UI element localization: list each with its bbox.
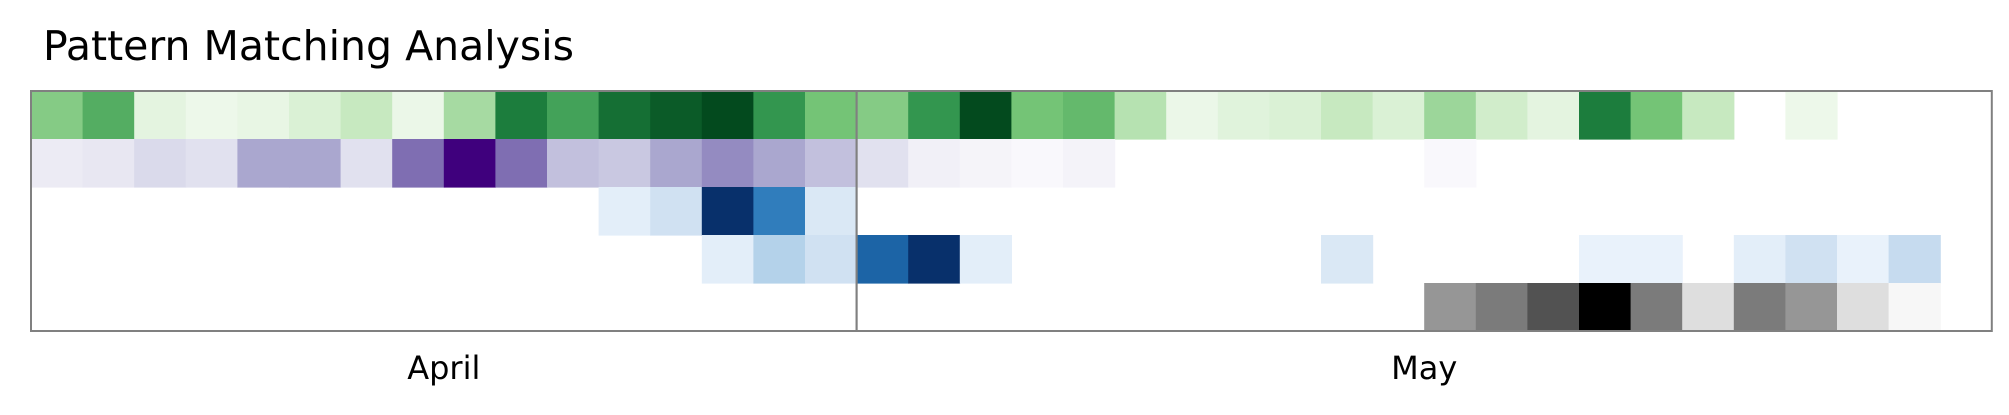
chart-title: Pattern Matching Analysis [43, 22, 574, 70]
heatmap-cell [237, 91, 290, 140]
heatmap-cell [340, 91, 393, 140]
heatmap-cell [1166, 91, 1219, 140]
heatmap-cell [856, 91, 909, 140]
heatmap-cell [495, 91, 548, 140]
heatmap-cell [598, 187, 651, 236]
month-labels: April May [407, 349, 1457, 387]
heatmap-cell [1321, 235, 1374, 284]
heatmap-cell [1837, 235, 1890, 284]
heatmap-cell [805, 139, 858, 188]
heatmap-cell [392, 91, 445, 140]
heatmap-cell [856, 139, 909, 188]
heatmap-cell [1475, 91, 1528, 140]
heatmap-cell [185, 139, 238, 188]
heatmap-cell [959, 235, 1012, 284]
heatmap-cell [805, 235, 858, 284]
heatmap-cell [31, 139, 84, 188]
heatmap-cell [1424, 91, 1477, 140]
heatmap-cell [1785, 235, 1838, 284]
heatmap-cell [1579, 91, 1632, 140]
heatmap-cell [908, 139, 961, 188]
heatmap-cell [1321, 91, 1374, 140]
heatmap-cell [1011, 91, 1064, 140]
heatmap-cell [237, 139, 290, 188]
heatmap-cell [753, 91, 806, 140]
heatmap-cell [547, 91, 600, 140]
heatmap-cell [1579, 235, 1632, 284]
heatmap-cell [1011, 139, 1064, 188]
heatmap-cell [856, 235, 909, 284]
heatmap-cell [1785, 91, 1838, 140]
heatmap-cell [650, 91, 703, 140]
heatmap-cell [289, 91, 342, 140]
heatmap-cell [1630, 283, 1683, 332]
heatmap-cell [443, 91, 496, 140]
heatmap-cell [959, 91, 1012, 140]
heatmap-cell [908, 235, 961, 284]
heatmap-cell [1785, 283, 1838, 332]
heatmap-cell [1063, 139, 1116, 188]
heatmap-cell [753, 139, 806, 188]
heatmap-cell [598, 91, 651, 140]
heatmap-cell [185, 91, 238, 140]
heatmap-cell [82, 139, 135, 188]
heatmap-cell [1682, 91, 1735, 140]
month-frames [30, 90, 1993, 332]
heatmap-cell [959, 139, 1012, 188]
month-label: May [1391, 349, 1457, 387]
heatmap-cell [1424, 139, 1477, 188]
heatmap-cell [1630, 235, 1683, 284]
heatmap-cell [701, 235, 754, 284]
heatmap-cell [753, 235, 806, 284]
heatmap-cell [82, 91, 135, 140]
heatmap-cell [1630, 91, 1683, 140]
heatmap-cell [1837, 283, 1890, 332]
heatmap-cell [701, 187, 754, 236]
heatmap-cell [1372, 91, 1425, 140]
heatmap-cell [598, 139, 651, 188]
heatmap-cell [1888, 283, 1941, 332]
heatmap-cell [443, 139, 496, 188]
heatmap-cell [753, 187, 806, 236]
heatmap-cell [1888, 235, 1941, 284]
heatmap-cell [1733, 235, 1786, 284]
month-frame [855, 90, 1993, 332]
heatmap-cell [908, 91, 961, 140]
heatmap-cells [31, 91, 1941, 332]
heatmap-cell [701, 91, 754, 140]
heatmap-cell [1475, 283, 1528, 332]
heatmap-cell [547, 139, 600, 188]
heatmap-cell [1527, 91, 1580, 140]
heatmap-cell [650, 139, 703, 188]
heatmap-cell [1269, 91, 1322, 140]
heatmap-cell [1114, 91, 1167, 140]
heatmap-cell [134, 139, 187, 188]
heatmap-cell [805, 91, 858, 140]
heatmap-cell [1424, 283, 1477, 332]
heatmap-cell [805, 187, 858, 236]
heatmap-cell [1733, 283, 1786, 332]
heatmap-cell [1217, 91, 1270, 140]
heatmap-cell [1682, 283, 1735, 332]
heatmap-cell [1527, 283, 1580, 332]
heatmap-cell [134, 91, 187, 140]
heatmap-cell [289, 139, 342, 188]
heatmap-cell [650, 187, 703, 236]
month-label: April [407, 349, 480, 387]
heatmap-cell [1063, 91, 1116, 140]
heatmap-cell [495, 139, 548, 188]
heatmap-cell [392, 139, 445, 188]
heatmap-cell [340, 139, 393, 188]
heatmap-cell [31, 91, 84, 140]
heatmap-cell [1579, 283, 1632, 332]
heatmap-cell [701, 139, 754, 188]
